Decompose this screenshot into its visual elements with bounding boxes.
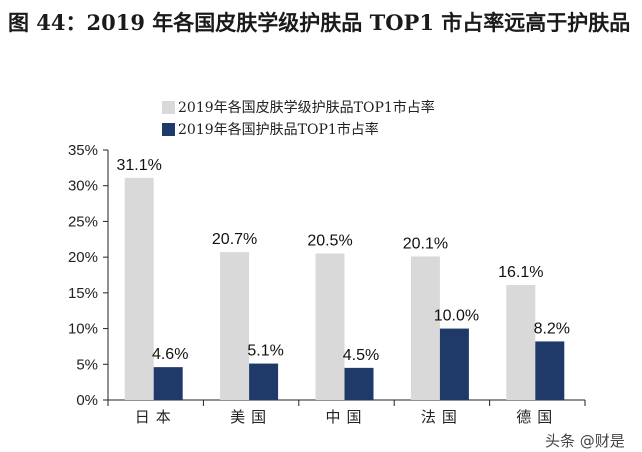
watermark: 头条 @财是: [545, 432, 625, 450]
data-label: 16.1%: [498, 264, 543, 281]
data-label: 20.7%: [212, 231, 257, 248]
bar: [439, 328, 469, 400]
legend-swatch: [162, 100, 175, 114]
legend-item-1: 2019年各国护肤品TOP1市占率: [162, 118, 435, 140]
x-tick-label: 日本: [135, 408, 177, 426]
y-tick-label: 0%: [76, 392, 98, 409]
bar: [220, 252, 250, 400]
data-label: 31.1%: [117, 157, 162, 174]
bar: [124, 177, 154, 400]
legend-label: 2019年各国护肤品TOP1市占率: [178, 122, 379, 138]
bar: [249, 363, 279, 400]
y-tick-label: 10%: [68, 321, 98, 338]
x-tick-label: 法国: [421, 408, 463, 426]
y-tick-label: 20%: [68, 249, 98, 266]
legend-swatch: [162, 122, 175, 136]
legend-item-0: 2019年各国皮肤学级护肤品TOP1市占率: [162, 96, 435, 118]
legend: 2019年各国皮肤学级护肤品TOP1市占率 2019年各国护肤品TOP1市占率: [162, 96, 435, 140]
data-label: 8.2%: [534, 320, 570, 337]
bar: [153, 367, 183, 400]
bar: [344, 367, 374, 400]
data-label: 5.1%: [247, 343, 283, 360]
data-label: 20.5%: [307, 233, 352, 250]
legend-label: 2019年各国皮肤学级护肤品TOP1市占率: [178, 100, 435, 116]
x-tick-label: 中国: [325, 408, 367, 426]
bar: [410, 256, 440, 400]
data-label: 4.6%: [152, 346, 188, 363]
y-tick-label: 5%: [76, 356, 98, 373]
y-tick-label: 15%: [68, 285, 98, 302]
y-tick-label: 30%: [68, 178, 98, 195]
x-tick-label: 美国: [230, 408, 272, 426]
chart-title: 图 44：2019 年各国皮肤学级护肤品 TOP1 市占率远高于护肤品: [8, 10, 631, 35]
data-label: 20.1%: [403, 235, 448, 252]
y-tick-label: 35%: [68, 142, 98, 159]
data-label: 4.5%: [343, 347, 379, 364]
data-label: 10.0%: [434, 308, 479, 325]
y-tick-label: 25%: [68, 213, 98, 230]
bar: [315, 253, 345, 400]
x-tick-label: 德国: [516, 408, 558, 426]
bar: [535, 341, 565, 400]
bar: [506, 285, 536, 400]
